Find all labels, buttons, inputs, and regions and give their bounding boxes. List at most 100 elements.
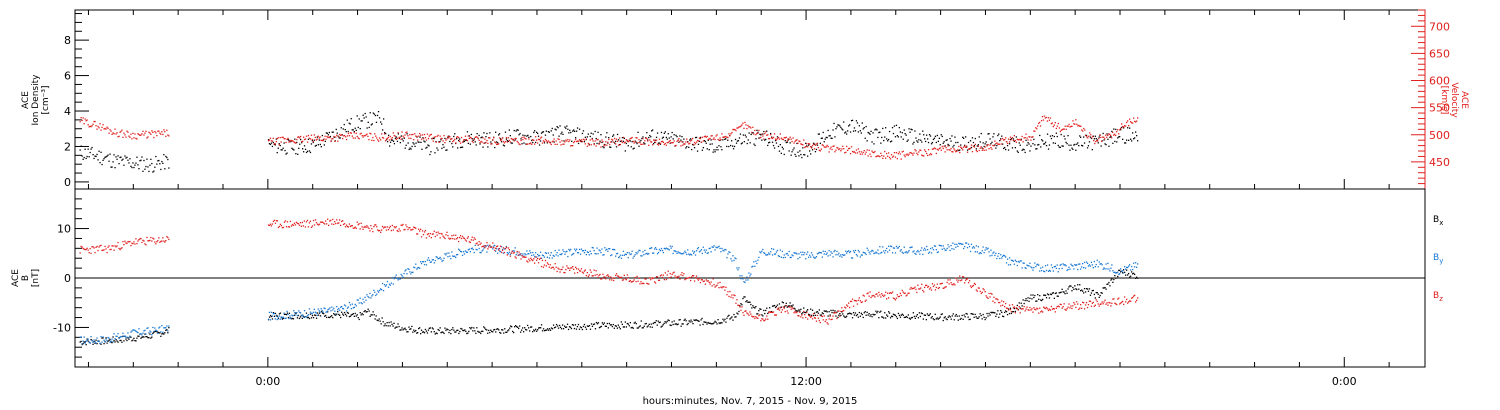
bx-point (1037, 294, 1039, 296)
bx-point (336, 313, 338, 315)
ion-density-point (394, 137, 397, 139)
by-point (1023, 262, 1025, 264)
bz-point (642, 282, 644, 284)
bx-point (670, 324, 672, 327)
by-point (992, 252, 994, 254)
by-point (321, 309, 323, 312)
ion-density-point (679, 135, 681, 137)
bz-point (395, 226, 397, 228)
bx-point (1093, 293, 1095, 296)
by-point (567, 255, 569, 258)
bx-point (277, 317, 280, 320)
ion-density-point (473, 138, 475, 140)
bx-point (125, 338, 127, 340)
bz-point (108, 245, 110, 247)
bz-point (115, 246, 117, 248)
by-point (86, 339, 88, 341)
bx-point (276, 315, 279, 317)
ion-density-point (609, 146, 611, 148)
by-point (921, 247, 923, 249)
ion-density-point (817, 133, 820, 135)
bx-point (1100, 292, 1102, 294)
velocity-point (689, 142, 691, 145)
bx-point (1013, 307, 1015, 310)
by-point (656, 253, 659, 255)
by-point (830, 251, 832, 253)
ion-density-point (887, 140, 889, 142)
ion-density-point (445, 149, 447, 151)
bx-point (354, 312, 356, 315)
by-point (516, 252, 518, 254)
velocity-point (727, 136, 729, 139)
velocity-point (1097, 140, 1099, 142)
velocity-point (389, 135, 391, 138)
bx-point (715, 321, 717, 323)
ion-density-point (1070, 144, 1072, 146)
ion-density-point (633, 147, 635, 149)
bx-point (929, 313, 931, 315)
bz-point (920, 287, 922, 289)
bz-point (586, 272, 588, 274)
bx-point (498, 329, 500, 331)
bz-point (986, 296, 988, 298)
bx-point (1087, 290, 1090, 292)
bz-point (461, 235, 464, 238)
velocity-point (525, 138, 527, 140)
ion-density-point (925, 140, 927, 143)
velocity-point (401, 131, 403, 133)
bx-point (605, 325, 607, 327)
bz-point (364, 225, 366, 228)
ion-density-point (154, 166, 156, 168)
bz-point (504, 247, 507, 250)
by-point (323, 307, 325, 309)
bx-point (400, 329, 402, 331)
velocity-point (780, 137, 782, 139)
bz-point (762, 318, 764, 320)
bx-point (539, 327, 541, 329)
velocity-point (302, 140, 304, 142)
bz-point (963, 276, 965, 278)
ion-density-point (333, 136, 335, 138)
bx-point (527, 324, 529, 327)
bx-point (434, 333, 436, 335)
ion-density-point (318, 139, 320, 141)
left-tick-label: 0 (64, 272, 71, 285)
bz-point (705, 279, 707, 281)
velocity-point (1128, 125, 1130, 127)
ion-density-point (166, 156, 168, 159)
ion-density-point (1044, 143, 1046, 145)
ion-density-point (314, 145, 316, 147)
velocity-point (344, 136, 347, 138)
velocity-point (532, 139, 534, 141)
velocity-point (628, 140, 630, 142)
by-point (464, 250, 467, 252)
velocity-point (643, 143, 645, 145)
bz-point (558, 268, 560, 270)
bz-point (579, 270, 582, 272)
by-point (585, 254, 587, 256)
by-point (502, 252, 505, 254)
bx-point (984, 318, 986, 321)
bz-point (1080, 304, 1082, 306)
bx-point (758, 310, 760, 312)
velocity-point (1114, 133, 1116, 135)
bx-point (461, 328, 463, 330)
by-point (837, 254, 839, 256)
by-point (295, 314, 297, 316)
bz-point (1058, 306, 1060, 308)
bz-point (844, 306, 846, 308)
bx-point (995, 315, 997, 317)
by-point (347, 306, 350, 308)
bz-point (136, 242, 138, 245)
velocity-point (908, 153, 910, 155)
bz-point (864, 300, 866, 302)
bx-point (563, 325, 566, 327)
bz-point (537, 257, 539, 260)
bx-point (776, 304, 779, 306)
velocity-point (848, 147, 850, 150)
velocity-point (402, 135, 404, 137)
by-point (1007, 264, 1010, 266)
by-point (1134, 266, 1136, 268)
velocity-point (1119, 129, 1121, 131)
bx-point (420, 333, 422, 335)
